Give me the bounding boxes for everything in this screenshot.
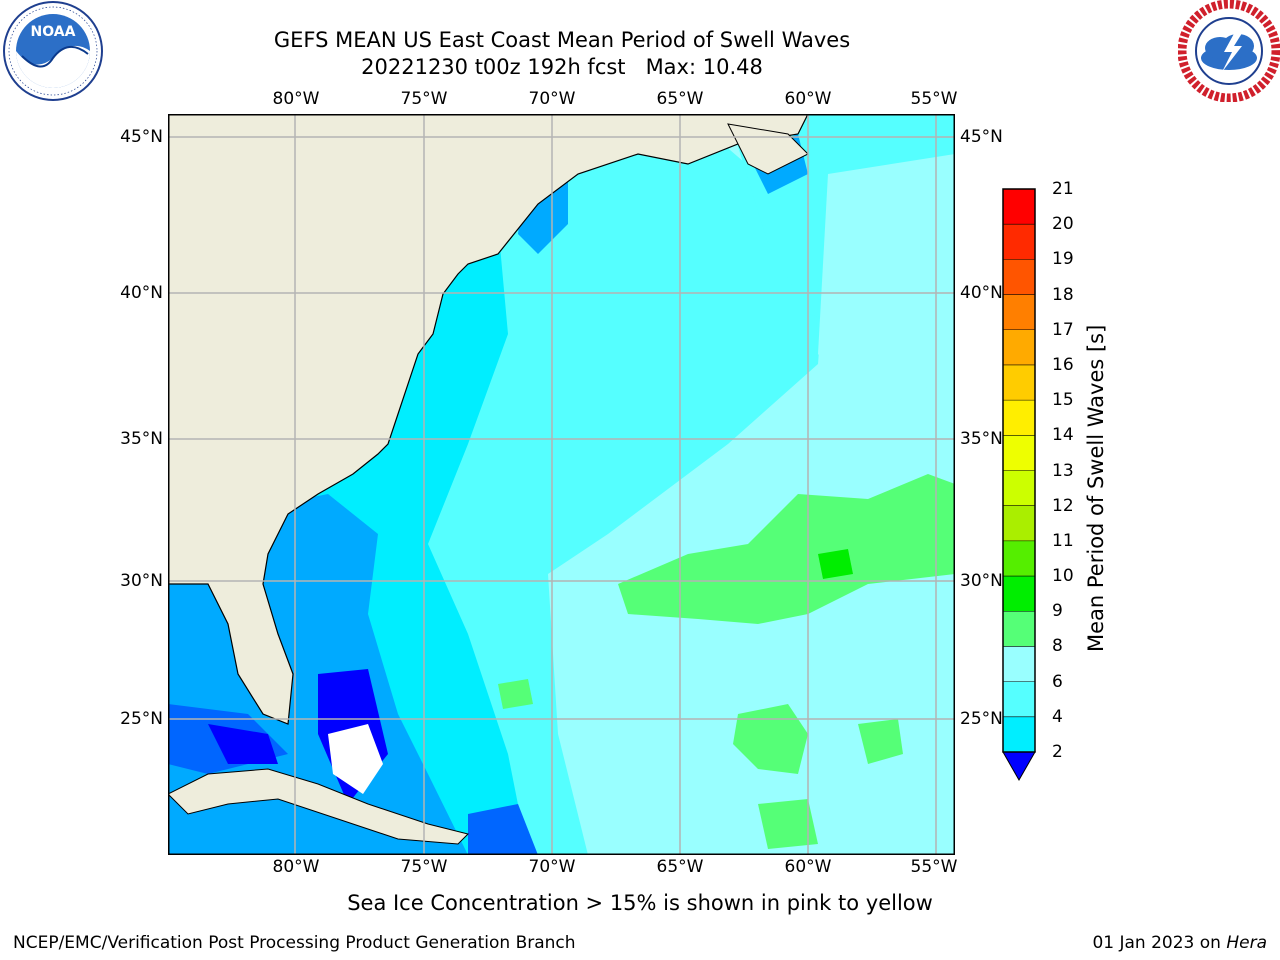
- swell-period-patch-9-10: [498, 679, 533, 709]
- lat-label-left: 45°N: [120, 127, 163, 147]
- lat-label-left: 25°N: [120, 709, 163, 729]
- swell-period-patch-10-11: [818, 549, 853, 579]
- footer-left: NCEP/EMC/Verification Post Processing Pr…: [13, 933, 576, 953]
- footer-machine: Hera: [1226, 933, 1267, 953]
- colorbar-segment: [1003, 646, 1035, 683]
- lat-label-right: 30°N: [960, 571, 1003, 591]
- colorbar-segment: [1003, 435, 1035, 471]
- land-cuba: [168, 768, 469, 845]
- colorbar-segment: [1003, 189, 1035, 225]
- swell-period-patch-9-10: [858, 719, 903, 764]
- lon-label-bottom: 75°W: [400, 857, 448, 877]
- nws-logo: [1178, 0, 1280, 102]
- colorbar-segment: [1003, 505, 1035, 542]
- sea-ice-note: Sea Ice Concentration > 15% is shown in …: [347, 891, 933, 915]
- colorbar-tick-label: 8: [1052, 636, 1063, 657]
- lat-label-right: 40°N: [960, 283, 1003, 303]
- colorbar-tick-label: 18: [1052, 284, 1074, 305]
- lon-label-top: 75°W: [400, 89, 448, 109]
- swell-period-below-2: [208, 724, 278, 764]
- colorbar-segment: [1003, 716, 1035, 753]
- land-us-east-coast: [168, 114, 809, 725]
- lat-label-right: 45°N: [960, 127, 1003, 147]
- swell-period-patch-9-10: [733, 704, 808, 774]
- lon-label-bottom: 55°W: [910, 857, 958, 877]
- lat-label-left: 30°N: [120, 571, 163, 591]
- lat-label-right: 25°N: [960, 709, 1003, 729]
- noaa-logo-text: NOAA: [31, 24, 76, 40]
- lat-label-right: 35°N: [960, 429, 1003, 449]
- colorbar-tick-label: 9: [1052, 601, 1063, 622]
- colorbar-segment: [1003, 400, 1035, 436]
- colorbar-segment: [1003, 576, 1035, 612]
- graticule: [168, 114, 955, 855]
- lon-label-top: 65°W: [656, 89, 704, 109]
- lat-label-left: 35°N: [120, 429, 163, 449]
- colorbar-segment: [1003, 470, 1035, 507]
- colorbar-tick-label: 13: [1052, 460, 1074, 481]
- lat-label-left: 40°N: [120, 283, 163, 303]
- colorbar: [1002, 188, 1036, 784]
- swell-period-band-9-10: [618, 474, 955, 624]
- colorbar-tick-label: 11: [1052, 530, 1074, 551]
- lon-label-bottom: 70°W: [528, 857, 576, 877]
- lon-label-bottom: 80°W: [272, 857, 320, 877]
- colorbar-tick-label: 2: [1052, 742, 1063, 762]
- colorbar-tick-label: 14: [1052, 425, 1074, 446]
- lon-label-top: 80°W: [272, 89, 320, 109]
- lon-label-top: 70°W: [528, 89, 576, 109]
- noaa-logo: NOAA: [2, 0, 104, 102]
- colorbar-title: Mean Period of Swell Waves [s]: [1084, 324, 1108, 652]
- colorbar-segment: [1003, 224, 1035, 260]
- footer-date: 01 Jan 2023 on: [1092, 933, 1227, 953]
- lon-label-top: 55°W: [910, 89, 958, 109]
- colorbar-tick-label: 10: [1052, 566, 1074, 587]
- colorbar-segment: [1003, 294, 1035, 331]
- colorbar-segment: [1003, 681, 1035, 718]
- colorbar-tick-label: 16: [1052, 354, 1074, 375]
- chart-title: GEFS MEAN US East Coast Mean Period of S…: [273, 28, 851, 52]
- map-plot: [168, 114, 955, 855]
- colorbar-tick-label: 15: [1052, 390, 1074, 411]
- swell-period-band-8-9-north: [818, 154, 955, 414]
- footer-right: 01 Jan 2023 on Hera: [1092, 933, 1267, 953]
- colorbar-tick-label: 6: [1052, 671, 1063, 692]
- colorbar-tick-label: 20: [1052, 214, 1074, 235]
- map-frame: [168, 114, 955, 855]
- lon-label-bottom: 60°W: [784, 857, 832, 877]
- no-data-area: [328, 724, 383, 794]
- colorbar-frame: [1002, 188, 1036, 753]
- colorbar-tick-label: 4: [1052, 706, 1063, 727]
- colorbar-tick-label: 21: [1052, 179, 1074, 199]
- chart-subtitle: 20221230 t00z 192h fcst Max: 10.48: [361, 55, 763, 79]
- colorbar-tick-label: 17: [1052, 319, 1074, 340]
- lon-label-bottom: 65°W: [656, 857, 704, 877]
- colorbar-segment: [1003, 329, 1035, 366]
- colorbar-segment: [1003, 611, 1035, 647]
- swell-period-patch-9-10: [758, 799, 818, 849]
- colorbar-segment: [1003, 259, 1035, 296]
- colorbar-segment: [1003, 540, 1035, 577]
- lon-label-top: 60°W: [784, 89, 832, 109]
- colorbar-tick-label: 19: [1052, 249, 1074, 270]
- colorbar-segment: [1003, 364, 1035, 401]
- colorbar-underflow-triangle: [1002, 751, 1036, 782]
- colorbar-tick-label: 12: [1052, 495, 1074, 516]
- swell-period-band-2-4: [468, 804, 538, 855]
